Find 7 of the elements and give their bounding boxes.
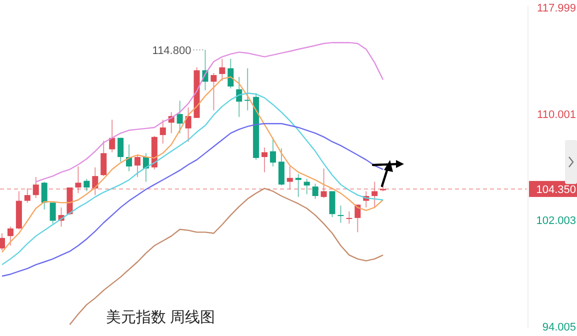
y-tick-label: 94.005 [542,322,576,334]
y-tick-label: 102.003 [536,215,576,228]
annotation: 114.800 [152,44,192,57]
y-tick-label: 117.999 [537,2,576,14]
ref-line-label: 104.350 [536,184,576,196]
text: 美元指数 周线图 [106,309,216,326]
y-tick-label: 110.001 [537,108,576,121]
